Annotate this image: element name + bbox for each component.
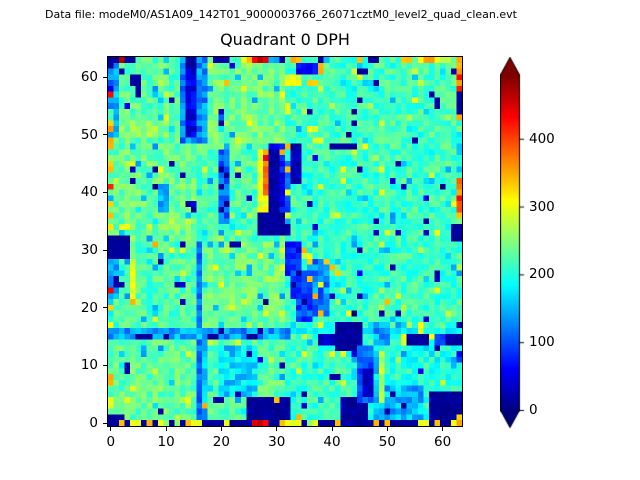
x-tick-label: 10 bbox=[157, 434, 175, 450]
y-tick-label: 0 bbox=[89, 415, 98, 432]
colorbar bbox=[500, 57, 526, 429]
x-tick-mark bbox=[165, 427, 167, 431]
x-tick-mark bbox=[386, 427, 388, 431]
heatmap-plot-area bbox=[107, 56, 463, 427]
colorbar-tick-label: 100 bbox=[529, 334, 555, 351]
x-tick-label: 30 bbox=[268, 434, 286, 450]
y-tick-label: 30 bbox=[80, 242, 98, 259]
x-tick-mark bbox=[331, 427, 333, 431]
x-tick-mark bbox=[442, 427, 444, 431]
y-tick-label: 10 bbox=[80, 357, 98, 374]
x-tick-mark bbox=[220, 427, 222, 431]
y-tick-mark bbox=[103, 191, 107, 193]
x-tick-mark bbox=[110, 427, 112, 431]
x-tick-label: 20 bbox=[212, 434, 230, 450]
x-tick-label: 40 bbox=[323, 434, 341, 450]
y-tick-mark bbox=[103, 364, 107, 366]
y-tick-label: 50 bbox=[80, 126, 98, 143]
x-tick-label: 50 bbox=[378, 434, 396, 450]
colorbar-tick-label: 400 bbox=[529, 130, 555, 147]
x-tick-label: 0 bbox=[106, 434, 116, 450]
colorbar-tick-label: 0 bbox=[529, 402, 538, 418]
colorbar-tick-label: 200 bbox=[529, 266, 555, 283]
y-tick-mark bbox=[103, 307, 107, 309]
plot-title: Quadrant 0 DPH bbox=[220, 30, 350, 49]
data-file-text: Data file: modeM0/AS1A09_142T01_90000037… bbox=[45, 8, 517, 21]
x-tick-mark bbox=[276, 427, 278, 431]
heatmap-canvas bbox=[108, 57, 462, 426]
y-tick-label: 60 bbox=[80, 69, 98, 86]
y-tick-mark bbox=[103, 422, 107, 424]
y-tick-mark bbox=[103, 76, 107, 78]
x-tick-label: 60 bbox=[434, 434, 452, 450]
y-tick-mark bbox=[103, 134, 107, 136]
y-tick-mark bbox=[103, 249, 107, 251]
y-tick-label: 40 bbox=[80, 184, 98, 201]
colorbar-tick-label: 300 bbox=[529, 198, 555, 215]
y-tick-label: 20 bbox=[80, 299, 98, 316]
